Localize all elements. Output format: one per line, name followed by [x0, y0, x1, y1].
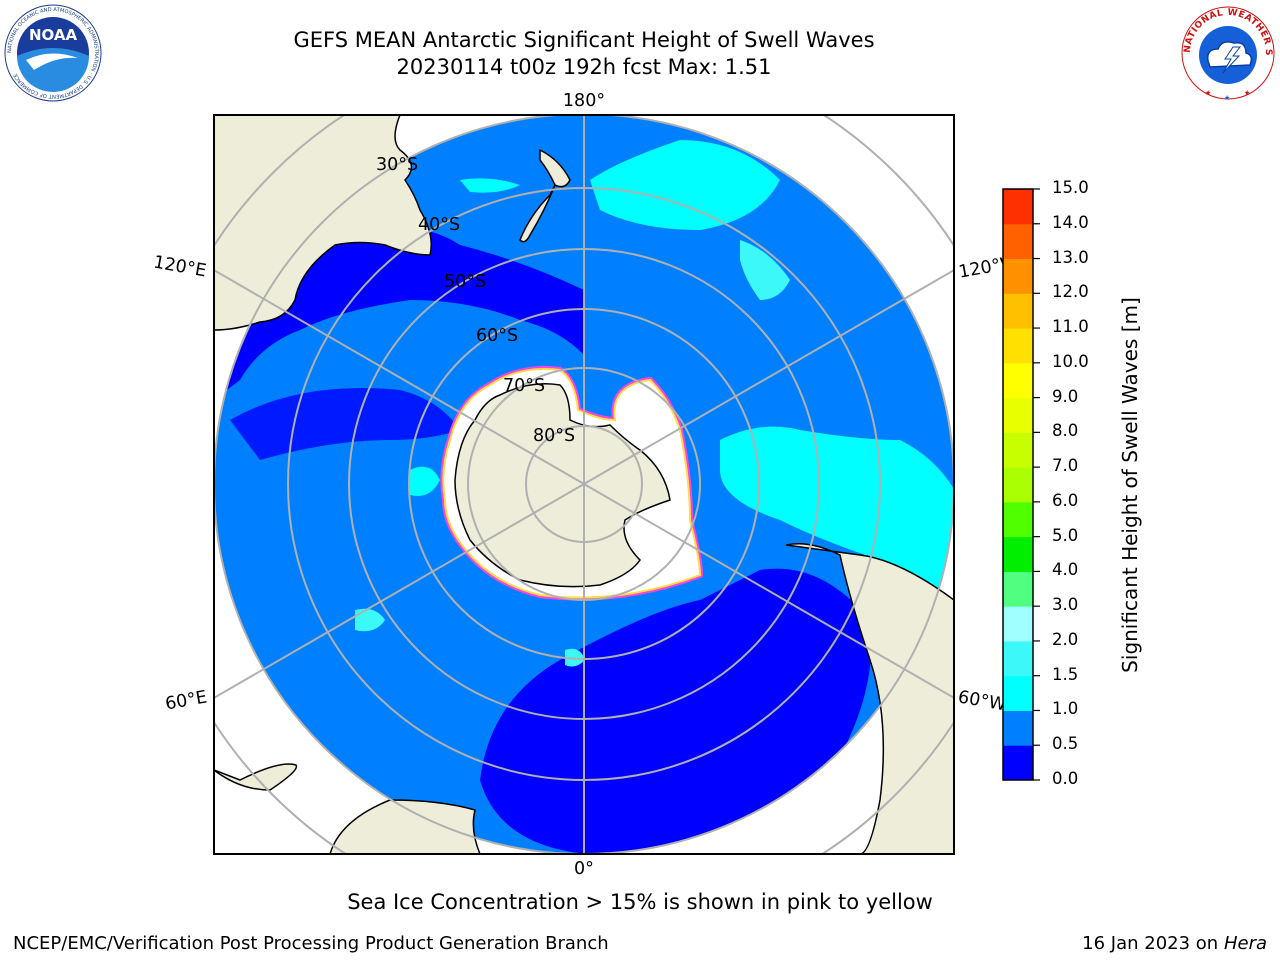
- footer-credit: NCEP/EMC/Verification Post Processing Pr…: [13, 933, 609, 954]
- colorbar-segment: [1003, 675, 1033, 711]
- lon-label-120e: 120°E: [152, 253, 208, 282]
- swell-low-west: [214, 115, 584, 400]
- colorbar-segment: [1003, 501, 1033, 538]
- lat-label-80s: 80°S: [533, 426, 575, 446]
- colorbar-segment: [1003, 745, 1033, 781]
- colorbar-tick-label: 4.0: [1052, 560, 1079, 580]
- lon-label-60w: 60°W: [956, 687, 1007, 715]
- colorbar-segment: [1003, 432, 1033, 468]
- colorbar: [1002, 188, 1040, 781]
- colorbar-segment: [1003, 223, 1033, 260]
- colorbar-tick-label: 10.0: [1052, 351, 1089, 371]
- map-title: GEFS MEAN Antarctic Significant Height o…: [293, 28, 875, 52]
- colorbar-tick-label: 7.0: [1052, 456, 1079, 476]
- africa-land: [329, 799, 481, 854]
- noaa-text: NOAA: [29, 26, 78, 44]
- lon-label-180: 180°: [563, 91, 605, 111]
- swell-low-south: [480, 568, 872, 854]
- colorbar-segment: [1003, 467, 1033, 503]
- colorbar-segment: [1003, 536, 1033, 572]
- lat-label-50s: 50°S: [444, 272, 486, 292]
- lon-label-60e: 60°E: [164, 687, 209, 714]
- lat-label-30s: 30°S: [376, 155, 418, 175]
- colorbar-tick-label: 9.0: [1052, 386, 1079, 406]
- noaa-logo: NATIONAL OCEANIC AND ATMOSPHERIC ADMINIS…: [4, 4, 102, 102]
- lat-label-70s: 70°S: [503, 376, 545, 396]
- colorbar-segment: [1003, 258, 1033, 294]
- colorbar-tick-label: 14.0: [1052, 212, 1089, 232]
- swell-high-north: [590, 140, 780, 230]
- colorbar-tick-label: 1.5: [1052, 664, 1079, 684]
- colorbar-segment: [1003, 397, 1033, 433]
- sea-ice-note: Sea Ice Concentration > 15% is shown in …: [347, 890, 933, 914]
- graticule: [214, 115, 954, 854]
- colorbar-segment: [1003, 571, 1033, 607]
- footer-host: Hera: [1223, 933, 1267, 954]
- svg-text:★: ★: [1205, 89, 1211, 97]
- colorbar-tick-label: 6.0: [1052, 490, 1079, 510]
- colorbar-label: Significant Height of Swell Waves [m]: [1118, 297, 1142, 673]
- lon-label-0: 0°: [574, 859, 594, 879]
- colorbar-tick-label: 5.0: [1052, 525, 1079, 545]
- colorbar-segment: [1003, 293, 1033, 329]
- colorbar-tick-label: 11.0: [1052, 317, 1089, 337]
- colorbar-segment: [1003, 710, 1033, 746]
- map-subtitle: 20230114 t00z 192h fcst Max: 1.51: [396, 55, 772, 79]
- svg-text:★: ★: [1224, 94, 1230, 102]
- footer-date: 16 Jan 2023 on Hera: [1082, 933, 1267, 954]
- swell-high-east: [720, 426, 954, 600]
- colorbar-tick-label: 15.0: [1052, 178, 1089, 197]
- colorbar-segment: [1003, 640, 1033, 677]
- colorbar-segment: [1003, 362, 1033, 399]
- colorbar-tick-label: 2.0: [1052, 629, 1079, 649]
- colorbar-segment: [1003, 606, 1033, 642]
- colorbar-tick-label: 1.0: [1052, 699, 1079, 719]
- footer-date-text: 16 Jan 2023 on: [1082, 933, 1224, 954]
- svg-text:★: ★: [1244, 89, 1250, 97]
- colorbar-segment: [1003, 189, 1033, 225]
- map-frame: [213, 114, 955, 855]
- lat-label-60s: 60°S: [476, 326, 518, 346]
- colorbar-tick-label: 8.0: [1052, 421, 1079, 441]
- nws-logo: NATIONAL WEATHER SERVICE ★★★: [1178, 3, 1276, 102]
- swell-low-band: [230, 388, 460, 460]
- antarctica-land: [454, 383, 671, 588]
- colorbar-tick-label: 0.0: [1052, 769, 1079, 788]
- colorbar-tick-label: 12.0: [1052, 282, 1089, 302]
- colorbar-frame: [1002, 188, 1034, 781]
- colorbar-segment: [1003, 328, 1033, 364]
- colorbar-tick-label: 13.0: [1052, 247, 1089, 267]
- colorbar-tick-label: 3.0: [1052, 595, 1079, 615]
- swell-field: [214, 115, 954, 854]
- new-zealand-land: [519, 148, 571, 243]
- lat-label-40s: 40°S: [418, 215, 460, 235]
- colorbar-tick-label: 0.5: [1052, 734, 1079, 754]
